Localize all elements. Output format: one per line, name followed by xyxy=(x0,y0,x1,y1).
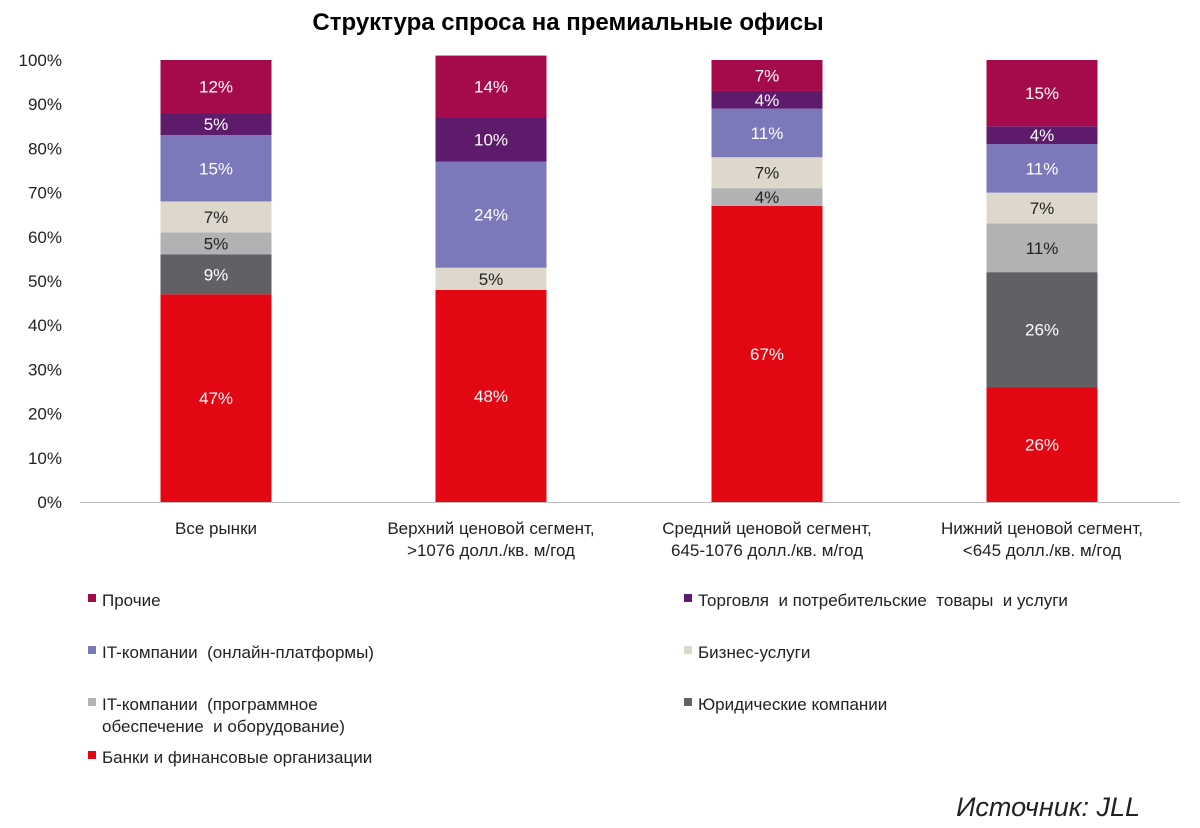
bar-segment xyxy=(160,60,272,114)
legend-label: Банки и финансовые организации xyxy=(102,748,372,767)
legend-label: Бизнес-услуги xyxy=(698,643,810,662)
bar-segment xyxy=(986,192,1098,224)
data-label: 5% xyxy=(204,115,229,134)
data-label: 14% xyxy=(474,78,508,97)
bar-segment xyxy=(160,113,272,136)
data-label: 24% xyxy=(474,206,508,225)
bar-segment xyxy=(160,232,272,255)
y-tick-label: 40% xyxy=(28,316,62,335)
legend-item: Банки и финансовые организации xyxy=(88,748,372,767)
x-axis: Все рынки Верхний ценовой сегмент, >1076 д… xyxy=(175,519,1143,560)
legend: Прочие Торговля и потребительские товары … xyxy=(88,591,1068,767)
y-tick-label: 50% xyxy=(28,272,62,291)
legend-item: IT-компании (онлайн-платформы) xyxy=(88,643,374,662)
data-label: 48% xyxy=(474,387,508,406)
y-tick-label: 20% xyxy=(28,405,62,424)
y-tick-label: 0% xyxy=(37,493,62,512)
data-label: 7% xyxy=(1030,199,1055,218)
bar-segment xyxy=(711,188,823,206)
legend-item: Торговля и потребительские товары и услу… xyxy=(684,591,1068,610)
chart-title: Структура спроса на премиальные офисы xyxy=(312,9,823,36)
bar-stack: 26% 26% 11% 7% 11% 4% 15% xyxy=(986,60,1098,502)
legend-swatch xyxy=(684,698,692,706)
bar-segment xyxy=(986,126,1098,144)
legend-item: Юридические компании xyxy=(684,695,887,714)
category-label: Средний ценовой сегмент, 645-1076 долл./к… xyxy=(662,519,872,560)
bar-stack: 48% 5% 24% 10% 14% xyxy=(435,55,547,502)
legend-label: Торговля и потребительские товары и услу… xyxy=(698,591,1068,610)
y-axis: 0% 10% 20% 30% 40% 50% 60% 70% 80% 90% 100% xyxy=(19,51,1180,512)
bar-segment xyxy=(435,55,547,118)
y-tick-label: 70% xyxy=(28,184,62,203)
category-label: Верхний ценовой сегмент, >1076 долл./кв. … xyxy=(387,519,594,560)
bar-segment xyxy=(986,272,1098,388)
legend-item: IT-компании (программное обеспечение и об… xyxy=(88,695,345,736)
bar-segment xyxy=(711,205,823,503)
data-label: 7% xyxy=(755,66,780,85)
data-label: 47% xyxy=(199,389,233,408)
legend-item: Бизнес-услуги xyxy=(684,643,810,662)
data-label: 5% xyxy=(204,234,229,253)
legend-swatch xyxy=(88,751,96,759)
category-label: Все рынки xyxy=(175,519,257,538)
data-label: 11% xyxy=(1026,159,1059,178)
legend-swatch xyxy=(88,698,96,706)
data-label: 4% xyxy=(755,188,780,207)
data-label: 4% xyxy=(755,91,780,110)
source-note: Источник: JLL xyxy=(956,792,1140,822)
legend-item: Прочие xyxy=(88,591,161,610)
data-label: 11% xyxy=(751,124,784,143)
y-tick-label: 60% xyxy=(28,228,62,247)
data-label: 26% xyxy=(1025,436,1059,455)
y-tick-label: 90% xyxy=(28,95,62,114)
legend-label: Юридические компании xyxy=(698,695,887,714)
bar-segment xyxy=(435,117,547,162)
bar-segment xyxy=(160,294,272,502)
y-tick-label: 100% xyxy=(19,51,62,70)
bar-segment xyxy=(711,60,823,91)
data-label: 7% xyxy=(204,208,229,227)
legend-swatch xyxy=(684,594,692,602)
legend-swatch xyxy=(88,646,96,654)
data-label: 10% xyxy=(474,131,508,150)
data-label: 15% xyxy=(1025,84,1059,103)
bar-segment xyxy=(160,254,272,295)
plot-area: 47% 9% 5% 7% 15% 5% 12% 48% 5% 24% 10% 14% 67% 4% 7% 11… xyxy=(160,55,1098,503)
data-label: 4% xyxy=(1030,126,1055,145)
legend-label: IT-компании (программное обеспечение и об… xyxy=(102,695,345,736)
bar-segment xyxy=(160,135,272,202)
legend-label: Прочие xyxy=(102,591,161,610)
data-label: 26% xyxy=(1025,321,1059,340)
bar-segment xyxy=(986,223,1098,273)
bar-segment xyxy=(986,387,1098,502)
bar-stack: 47% 9% 5% 7% 15% 5% 12% xyxy=(160,60,272,502)
bar-segment xyxy=(711,90,823,109)
data-label: 11% xyxy=(1026,239,1059,258)
data-label: 5% xyxy=(479,270,504,289)
legend-label: IT-компании (онлайн-платформы) xyxy=(102,643,374,662)
bar-segment xyxy=(435,161,547,268)
legend-swatch xyxy=(88,594,96,602)
category-label: Нижний ценовой сегмент, <645 долл./кв. м/… xyxy=(941,519,1143,560)
bar-segment xyxy=(435,267,547,290)
y-tick-label: 10% xyxy=(28,449,62,468)
data-label: 7% xyxy=(755,164,780,183)
bar-segment xyxy=(986,60,1098,127)
y-tick-label: 30% xyxy=(28,360,62,379)
data-label: 67% xyxy=(750,345,784,364)
data-label: 12% xyxy=(199,78,233,97)
bar-stack: 67% 4% 7% 11% 4% 7% xyxy=(711,60,823,503)
bar-segment xyxy=(435,289,547,502)
legend-swatch xyxy=(684,646,692,654)
bar-segment xyxy=(711,157,823,189)
y-tick-label: 80% xyxy=(28,139,62,158)
bar-segment xyxy=(986,143,1098,193)
data-label: 9% xyxy=(204,265,229,284)
bar-segment xyxy=(160,201,272,233)
data-label: 15% xyxy=(199,159,233,178)
bar-segment xyxy=(711,108,823,158)
